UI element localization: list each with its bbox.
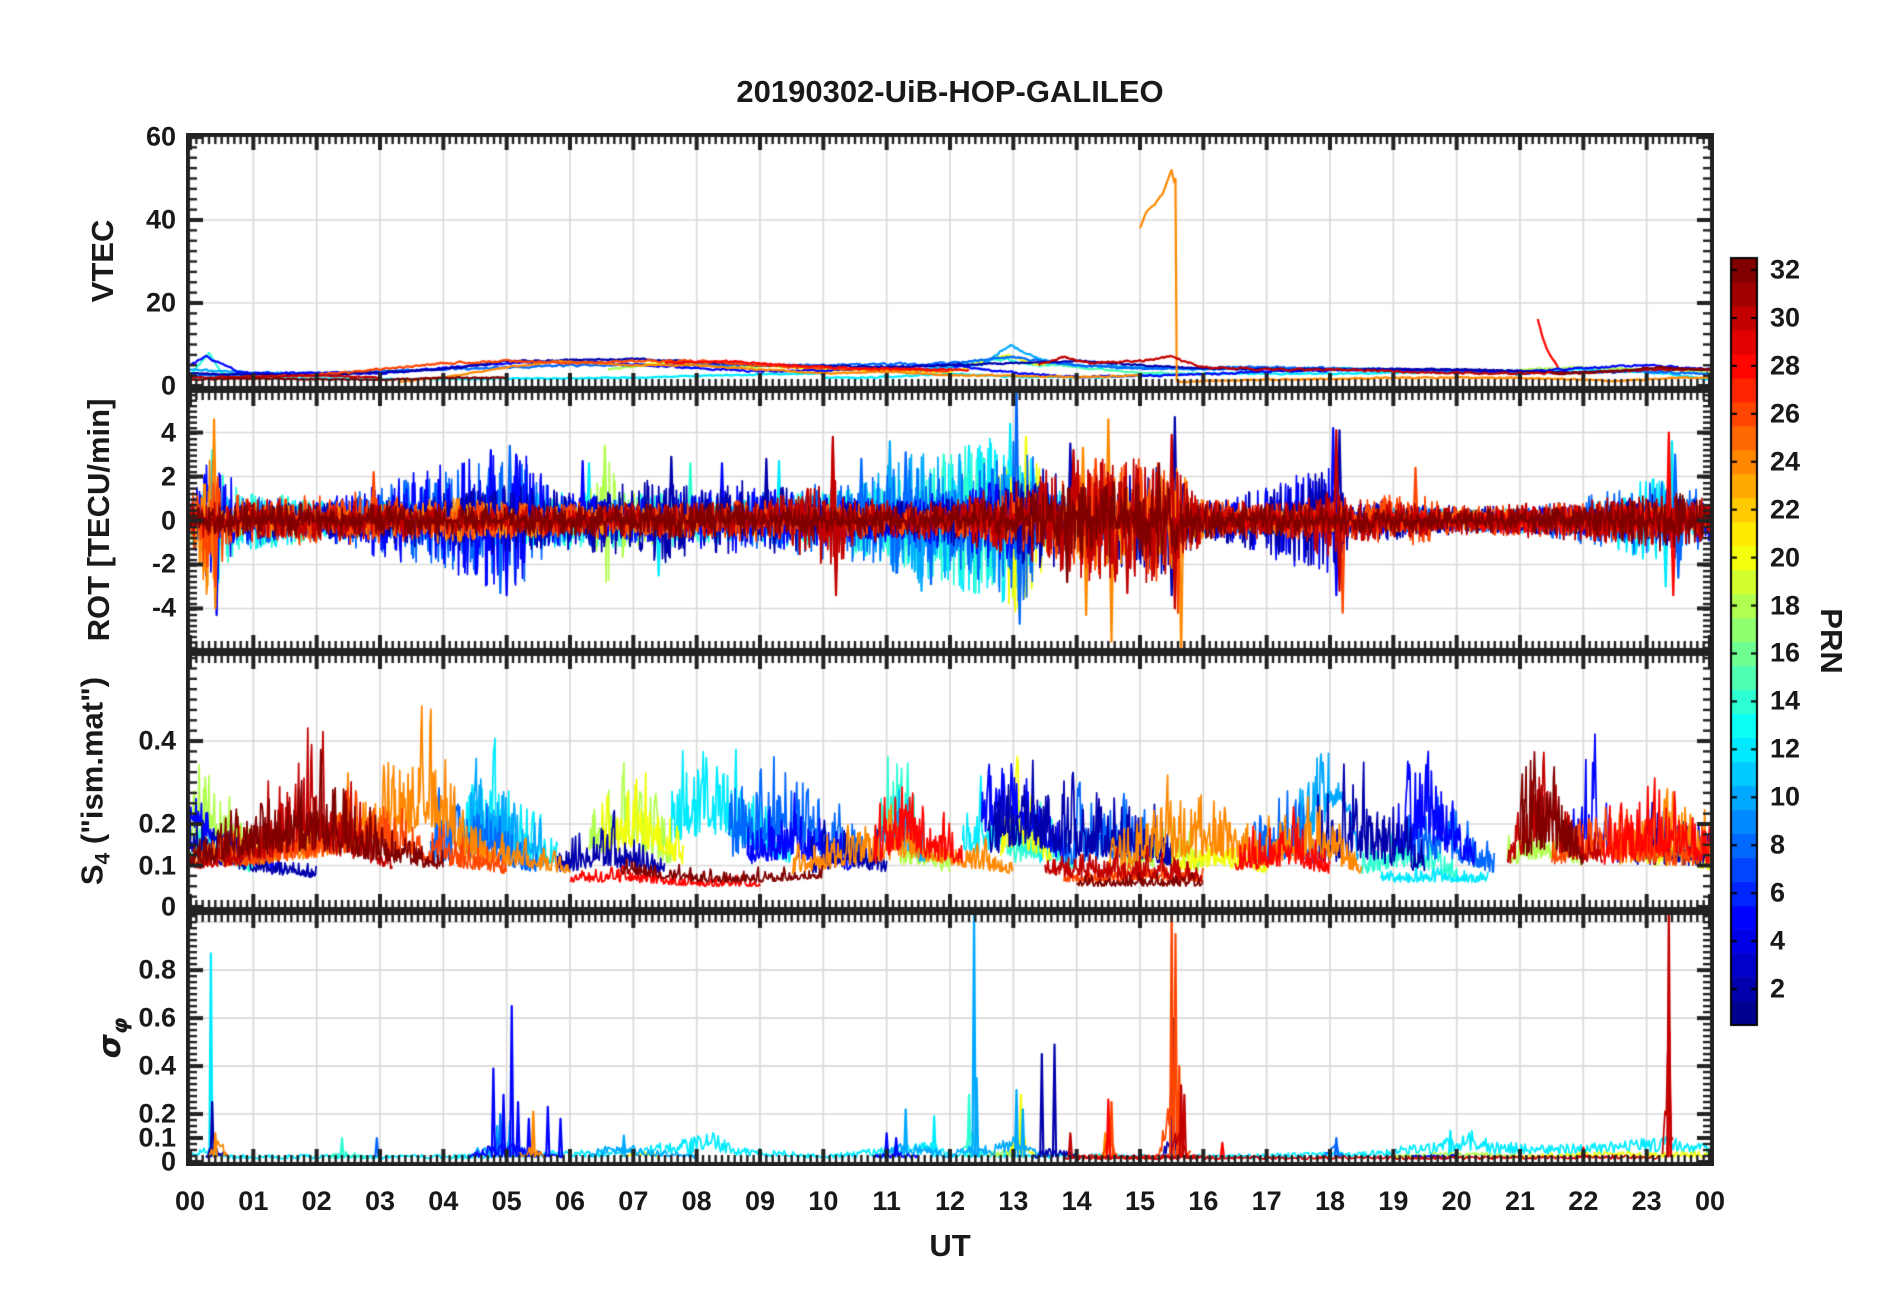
colorbar-tick-label: 18 (1770, 590, 1801, 621)
x-tick-label: 06 (554, 1186, 586, 1216)
colorbar-tick-label: 26 (1770, 398, 1801, 429)
y-tick-label: 0 (160, 505, 176, 535)
s4-panel-plot (186, 652, 1714, 911)
y-tick-label: 0.8 (138, 954, 176, 985)
x-tick-label: 15 (1124, 1186, 1156, 1216)
x-tick-label: 07 (618, 1186, 649, 1216)
y-tick-label: -2 (151, 548, 176, 579)
x-tick-label: 02 (301, 1186, 332, 1216)
y-tick-label: 0.6 (138, 1002, 176, 1033)
colorbar-tick-label: 28 (1770, 350, 1801, 381)
y-tick-label: 40 (145, 204, 176, 235)
x-tick-label: 08 (681, 1186, 712, 1216)
y-tick-label: -4 (151, 592, 176, 623)
vtec-panel-plot (186, 133, 1714, 390)
x-tick-label: 12 (934, 1186, 966, 1216)
x-tick-label: 10 (808, 1186, 839, 1216)
x-tick-label: 23 (1631, 1186, 1662, 1216)
colorbar-tick-label: 30 (1770, 302, 1801, 333)
colorbar-tick-label: 16 (1770, 637, 1801, 668)
x-tick-label: 09 (744, 1186, 776, 1216)
colorbar-tick-label: 22 (1770, 494, 1801, 525)
x-tick-label: 19 (1378, 1186, 1409, 1216)
x-tick-label: 14 (1061, 1186, 1092, 1216)
y-tick-label: 20 (145, 287, 176, 318)
y-tick-label: 0 (160, 891, 176, 922)
colorbar-tick-label: 4 (1770, 925, 1786, 956)
y-tick-label: 0.2 (138, 808, 176, 839)
y-tick-label: 0.1 (138, 850, 176, 880)
y-tick-label: 0.4 (138, 725, 176, 756)
x-tick-label: 18 (1314, 1186, 1346, 1216)
colorbar-tick-label: 12 (1770, 733, 1801, 764)
colorbar-tick-label: 6 (1770, 877, 1786, 908)
x-axis-label: UT (929, 1228, 971, 1263)
x-tick-label: 20 (1441, 1186, 1472, 1216)
colorbar-tick-label: 8 (1770, 829, 1786, 860)
x-tick-label: 04 (428, 1186, 459, 1216)
x-tick-label: 01 (238, 1186, 269, 1216)
x-tick-label: 03 (364, 1186, 396, 1216)
x-tick-label: 13 (998, 1186, 1029, 1216)
colorbar-tick-label: 14 (1770, 685, 1801, 716)
colorbar-tick-label: 2 (1770, 973, 1786, 1004)
colorbar-tick-label: 20 (1770, 542, 1801, 573)
figure-title: 20190302-UiB-HOP-GALILEO (736, 74, 1164, 109)
y-tick-label: 4 (160, 417, 176, 448)
x-tick-label: 17 (1251, 1186, 1282, 1216)
sigma-phi-panel-plot (186, 911, 1714, 1166)
colorbar-tick-label: 32 (1770, 254, 1801, 285)
x-tick-label: 16 (1188, 1186, 1219, 1216)
y-tick-label: 0 (160, 1146, 176, 1177)
prn-colorbar (1727, 254, 1761, 1029)
x-tick-label: 21 (1504, 1186, 1536, 1216)
colorbar-tick-label: 10 (1770, 781, 1801, 812)
y-tick-label: 60 (145, 121, 176, 152)
x-tick-label: 05 (491, 1186, 522, 1216)
y-tick-label: 0.2 (138, 1098, 176, 1129)
y-tick-label: 0 (160, 370, 176, 401)
colorbar-label: PRN (1814, 608, 1849, 674)
colorbar-tick-label: 24 (1770, 446, 1801, 477)
y-tick-label: 2 (160, 461, 176, 492)
x-tick-label: 00 (174, 1186, 206, 1216)
y-tick-label: 0.1 (138, 1122, 176, 1153)
x-tick-label: 00 (1694, 1186, 1726, 1216)
x-tick-label: 22 (1568, 1186, 1599, 1216)
x-tick-label: 11 (872, 1186, 901, 1216)
y-tick-label: 0.4 (138, 1050, 176, 1081)
rot-panel-plot (186, 389, 1714, 652)
